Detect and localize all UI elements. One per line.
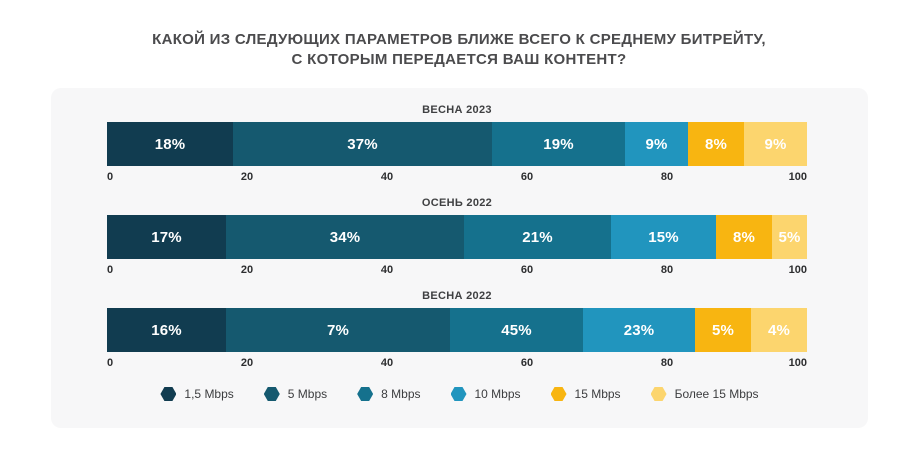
axis-tick-label: 0 [107, 264, 114, 276]
legend-hexagon-marker [650, 387, 667, 401]
series-title: ВЕСНА 2023 [422, 104, 492, 116]
bar-segment: 23% [583, 308, 695, 352]
legend: 1,5 Mbps 5 Mbps 8 Mbps 10 Mbps 15 Mbps Более … [51, 387, 868, 401]
bar-segment: 8% [716, 215, 772, 259]
bar-segment-label: 8% [704, 135, 728, 153]
x-axis: 0 20 40 60 80 100 [107, 171, 807, 185]
bar-segment-label: 45% [501, 321, 532, 339]
axis-tick-label: 80 [660, 264, 674, 276]
stacked-bar: 18% 37% 19% 9% 8% 9% [107, 122, 807, 166]
legend-label: 1,5 Mbps [184, 387, 234, 401]
bar-segment: 5% [772, 215, 807, 259]
series-title: ВЕСНА 2022 [422, 290, 492, 302]
axis-tick-label: 100 [788, 357, 807, 369]
series-title: ОСЕНЬ 2022 [421, 197, 493, 209]
bar-segment-label: 8% [732, 228, 756, 246]
bar-segment-label: 5% [711, 321, 735, 339]
legend-label: Более 15 Mbps [674, 387, 759, 401]
legend-item: 5 Mbps [263, 387, 328, 401]
bar-segment-label: 23% [623, 321, 655, 339]
chart-title: КАКОЙ ИЗ СЛЕДУЮЩИХ ПАРАМЕТРОВ БЛИЖЕ ВСЕГ… [0, 30, 918, 70]
bar-segment-label: 19% [543, 135, 574, 153]
axis-tick-label: 20 [240, 357, 254, 369]
bar-segment: 9% [625, 122, 688, 166]
chart-panel: ВЕСНА 2023 18% 37% 19% 9% 8% 9% 0 20 40 60 80 100 ОСЕ… [51, 88, 868, 428]
axis-tick-label: 100 [788, 171, 807, 183]
chart-title-line1: КАКОЙ ИЗ СЛЕДУЮЩИХ ПАРАМЕТРОВ БЛИЖЕ ВСЕГ… [152, 31, 766, 48]
bar-segment: 4% [751, 308, 807, 352]
chart-groups: ВЕСНА 2023 18% 37% 19% 9% 8% 9% 0 20 40 60 80 100 ОСЕ… [51, 104, 868, 371]
legend-label: 15 Mbps [574, 387, 621, 401]
x-axis: 0 20 40 60 80 100 [107, 357, 807, 371]
stacked-bar: 16% 7% 45% 23% 5% 4% [107, 308, 807, 352]
chart-group: ОСЕНЬ 2022 17% 34% 21% 15% 8% 5% 0 20 40 60 80 100 [51, 197, 868, 278]
bar-segment: 17% [107, 215, 226, 259]
bar-segment: 15% [611, 215, 716, 259]
axis-tick-label: 20 [240, 264, 254, 276]
bar-segment-label: 15% [648, 228, 679, 246]
bar-segment: 21% [464, 215, 611, 259]
axis-tick-label: 60 [520, 264, 534, 276]
legend-hexagon-marker [550, 387, 567, 401]
bar-segment-label: 37% [347, 135, 378, 153]
bar-segment: 45% [450, 308, 583, 352]
bar-segment: 5% [695, 308, 751, 352]
bar-segment: 7% [226, 308, 450, 352]
legend-label: 10 Mbps [474, 387, 521, 401]
chart-group: ВЕСНА 2022 16% 7% 45% 23% 5% 4% 0 20 40 60 80 100 [51, 290, 868, 371]
axis-tick-label: 60 [520, 171, 534, 183]
bar-segment: 34% [226, 215, 464, 259]
axis-tick-label: 0 [107, 357, 114, 369]
bar-segment-label: 5% [778, 228, 801, 246]
legend-item: 15 Mbps [550, 387, 621, 401]
bar-segment-label: 17% [151, 228, 182, 246]
bar-segment: 37% [233, 122, 492, 166]
legend-item: 1,5 Mbps [160, 387, 234, 401]
legend-hexagon-marker [263, 387, 280, 401]
bar-segment-label: 34% [329, 228, 361, 246]
axis-tick-label: 20 [240, 171, 254, 183]
legend-item: Более 15 Mbps [650, 387, 759, 401]
bar-segment-label: 4% [767, 321, 791, 339]
legend-item: 10 Mbps [450, 387, 521, 401]
legend-hexagon-marker [450, 387, 467, 401]
bar-segment-label: 9% [645, 135, 668, 153]
bar-segment: 18% [107, 122, 233, 166]
bar-segment-label: 18% [154, 135, 186, 153]
chart-title-line2: С КОТОРЫМ ПЕРЕДАЕТСЯ ВАШ КОНТЕНТ? [291, 51, 627, 68]
legend-hexagon-marker [357, 387, 374, 401]
axis-tick-label: 40 [380, 264, 394, 276]
legend-label: 5 Mbps [287, 387, 328, 401]
bar-segment: 8% [688, 122, 744, 166]
bar-segment-label: 9% [764, 135, 787, 153]
stacked-bar: 17% 34% 21% 15% 8% 5% [107, 215, 807, 259]
axis-tick-label: 100 [788, 264, 807, 276]
legend-label: 8 Mbps [381, 387, 421, 401]
axis-tick-label: 40 [380, 171, 394, 183]
axis-tick-label: 0 [107, 171, 114, 183]
chart-group: ВЕСНА 2023 18% 37% 19% 9% 8% 9% 0 20 40 60 80 100 [51, 104, 868, 185]
axis-tick-label: 60 [520, 357, 534, 369]
bar-segment: 16% [107, 308, 226, 352]
bar-segment: 19% [492, 122, 625, 166]
bar-segment: 9% [744, 122, 807, 166]
axis-tick-label: 80 [660, 171, 674, 183]
legend-hexagon-marker [160, 387, 177, 401]
bar-segment-label: 16% [151, 321, 182, 339]
legend-item: 8 Mbps [357, 387, 421, 401]
bar-segment-label: 21% [522, 228, 553, 246]
x-axis: 0 20 40 60 80 100 [107, 264, 807, 278]
axis-tick-label: 40 [380, 357, 394, 369]
axis-tick-label: 80 [660, 357, 674, 369]
bar-segment-label: 7% [326, 321, 350, 339]
